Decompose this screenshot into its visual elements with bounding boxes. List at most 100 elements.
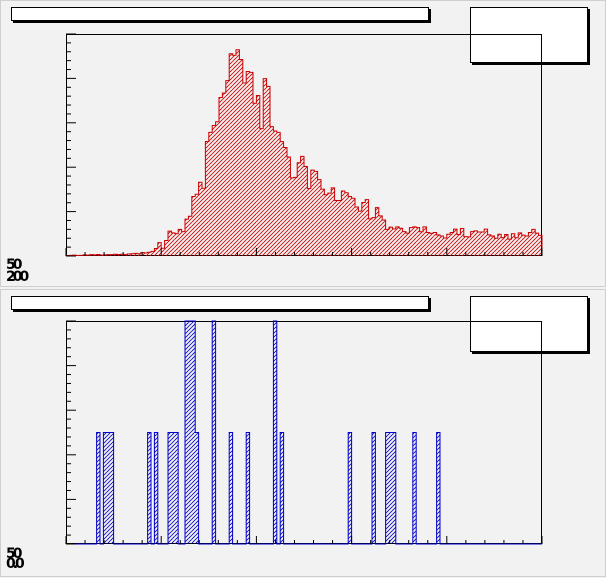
top-hist-bin	[352, 198, 355, 256]
top-hist-bin	[362, 202, 365, 256]
top-hist-bin	[484, 229, 487, 256]
top-hist-bin	[314, 171, 317, 256]
top-hist-bin	[151, 251, 154, 256]
bottom-hist-bin	[437, 433, 440, 545]
top-hist-bin	[307, 189, 310, 256]
top-xlabel-min: 200	[6, 269, 26, 285]
top-hist-bin	[188, 216, 191, 256]
bottom-hist-bin	[148, 433, 151, 545]
top-hist-bin	[168, 231, 171, 256]
top-hist-bin	[505, 234, 508, 256]
top-hist-bin	[399, 228, 402, 256]
bottom-hist-bin	[154, 433, 157, 545]
top-hist-bin	[525, 236, 528, 256]
top-hist-bin	[294, 177, 297, 256]
top-hist-bin	[382, 220, 385, 256]
top-hist-bin	[280, 142, 283, 256]
top-hist-bin	[437, 235, 440, 256]
top-hist-bin	[233, 55, 236, 256]
top-hist-bin	[263, 79, 266, 256]
top-hist-bin	[532, 229, 535, 256]
top-hist-bin	[290, 178, 293, 256]
top-hist-bin	[443, 238, 446, 256]
top-hist-bin	[341, 191, 344, 256]
top-hist-bin	[416, 228, 419, 256]
bottom-hist-bin	[212, 321, 215, 544]
top-hist-bin	[301, 156, 304, 256]
top-hist-bin	[284, 147, 287, 256]
top-hist-bin	[222, 93, 225, 256]
top-hist-bin	[148, 252, 151, 256]
top-hist-bin	[348, 197, 351, 256]
top-hist-bin	[447, 234, 450, 256]
top-hist-bin	[471, 232, 474, 256]
top-hist-bin	[440, 236, 443, 256]
top-hist-bin	[273, 131, 276, 256]
top-hist-bin	[474, 231, 477, 256]
top-hist-bin	[311, 170, 314, 256]
top-hist-bin	[267, 86, 270, 256]
top-hist-bin	[297, 163, 300, 256]
top-hist-bin	[491, 236, 494, 256]
bottom-histogram-pad: 50 0.0	[0, 289, 606, 577]
bottom-hist-bin	[280, 433, 283, 545]
top-hist-bin	[457, 234, 460, 256]
top-hist-bin	[154, 248, 157, 256]
top-hist-bin	[460, 228, 463, 256]
top-hist-bin	[345, 193, 348, 256]
bottom-hist-bin	[171, 433, 174, 545]
top-hist-bin	[518, 233, 521, 256]
top-hist-bin	[304, 167, 307, 256]
top-hist-bin	[409, 228, 412, 256]
top-hist-bin	[209, 132, 212, 256]
top-hist-bin	[338, 201, 341, 257]
top-hist-bin	[212, 125, 215, 256]
bottom-hist-bin	[392, 433, 395, 545]
top-hist-bin	[481, 232, 484, 256]
top-hist-bin	[423, 227, 426, 256]
bottom-hist-bin	[246, 433, 249, 545]
top-hist-bin	[270, 127, 273, 256]
top-hist-bin	[515, 238, 518, 256]
top-hist-bin	[454, 229, 457, 256]
top-hist-bin	[324, 195, 327, 256]
top-hist-bin	[396, 227, 399, 256]
top-hist-bin	[250, 72, 253, 256]
top-hist-bin	[331, 188, 334, 256]
top-hist-bin	[386, 229, 389, 256]
top-hist-bin	[392, 229, 395, 256]
top-hist-bin	[199, 182, 202, 256]
bottom-hist-bin	[195, 433, 198, 545]
bottom-hist-bin	[175, 433, 178, 545]
top-hist-bin	[420, 232, 423, 256]
top-hist-bin	[239, 60, 242, 256]
bottom-hist-bin	[229, 433, 232, 545]
top-hist-bin	[171, 233, 174, 256]
top-hist-bin	[219, 97, 222, 256]
bottom-histogram-svg	[1, 290, 606, 578]
top-hist-bin	[175, 234, 178, 256]
top-hist-bin	[488, 235, 491, 256]
top-hist-bin	[365, 200, 368, 256]
top-hist-bin	[450, 232, 453, 256]
top-hist-bin	[369, 219, 372, 256]
top-hist-bin	[467, 237, 470, 256]
top-hist-bin	[165, 240, 168, 256]
top-hist-bin	[539, 235, 542, 256]
top-hist-bin	[403, 232, 406, 256]
top-hist-bin	[355, 207, 358, 256]
bottom-hist-bin	[103, 433, 106, 545]
top-hist-bin	[511, 234, 514, 256]
top-hist-bin	[243, 83, 246, 256]
top-hist-bin	[192, 197, 195, 256]
bottom-hist-bin	[348, 433, 351, 545]
top-hist-bin	[328, 193, 331, 256]
bottom-hist-bin	[110, 433, 113, 545]
top-hist-bin	[375, 208, 378, 256]
top-hist-bin	[253, 103, 256, 256]
top-hist-bin	[413, 227, 416, 256]
bottom-hist-bin	[107, 433, 110, 545]
top-histogram-svg	[1, 1, 606, 288]
top-hist-bin	[185, 219, 188, 256]
top-hist-bin	[246, 72, 249, 256]
